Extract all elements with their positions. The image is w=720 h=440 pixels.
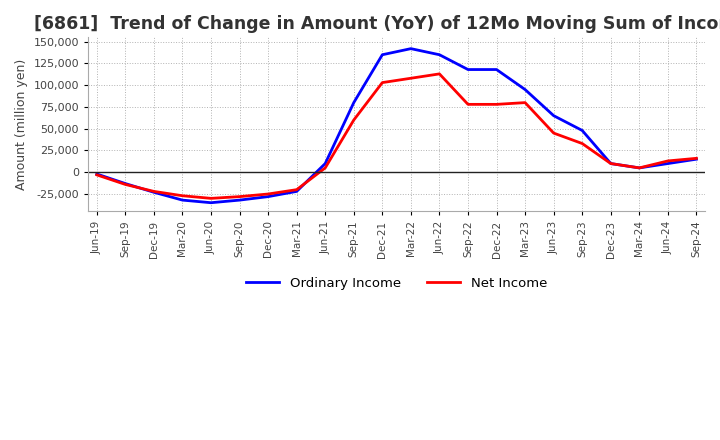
Net Income bbox=[292, 187, 301, 192]
Net Income bbox=[606, 161, 615, 166]
Ordinary Income bbox=[178, 198, 186, 203]
Ordinary Income bbox=[664, 161, 672, 166]
Net Income bbox=[321, 165, 330, 171]
Net Income bbox=[407, 76, 415, 81]
Ordinary Income bbox=[606, 161, 615, 166]
Title: [6861]  Trend of Change in Amount (YoY) of 12Mo Moving Sum of Incomes: [6861] Trend of Change in Amount (YoY) o… bbox=[35, 15, 720, 33]
Net Income bbox=[349, 117, 358, 123]
Net Income bbox=[150, 189, 158, 194]
Ordinary Income bbox=[435, 52, 444, 57]
Line: Ordinary Income: Ordinary Income bbox=[96, 49, 696, 203]
Net Income bbox=[264, 191, 272, 197]
Ordinary Income bbox=[578, 128, 587, 133]
Ordinary Income bbox=[378, 52, 387, 57]
Net Income bbox=[121, 182, 130, 187]
Ordinary Income bbox=[292, 189, 301, 194]
Net Income bbox=[492, 102, 501, 107]
Legend: Ordinary Income, Net Income: Ordinary Income, Net Income bbox=[241, 271, 552, 295]
Ordinary Income bbox=[407, 46, 415, 51]
Net Income bbox=[464, 102, 472, 107]
Ordinary Income bbox=[635, 165, 644, 171]
Net Income bbox=[435, 71, 444, 77]
Net Income bbox=[207, 196, 215, 201]
Ordinary Income bbox=[235, 198, 244, 203]
Ordinary Income bbox=[264, 194, 272, 199]
Ordinary Income bbox=[692, 157, 701, 162]
Ordinary Income bbox=[349, 100, 358, 105]
Net Income bbox=[664, 158, 672, 164]
Ordinary Income bbox=[92, 171, 101, 176]
Ordinary Income bbox=[321, 161, 330, 166]
Net Income bbox=[521, 100, 529, 105]
Net Income bbox=[378, 80, 387, 85]
Ordinary Income bbox=[492, 67, 501, 72]
Net Income bbox=[578, 141, 587, 146]
Ordinary Income bbox=[521, 87, 529, 92]
Ordinary Income bbox=[549, 113, 558, 118]
Net Income bbox=[92, 172, 101, 177]
Ordinary Income bbox=[150, 190, 158, 195]
Net Income bbox=[235, 194, 244, 199]
Ordinary Income bbox=[121, 181, 130, 186]
Y-axis label: Amount (million yen): Amount (million yen) bbox=[15, 59, 28, 190]
Net Income bbox=[635, 165, 644, 171]
Ordinary Income bbox=[464, 67, 472, 72]
Line: Net Income: Net Income bbox=[96, 74, 696, 198]
Ordinary Income bbox=[207, 200, 215, 205]
Net Income bbox=[692, 156, 701, 161]
Net Income bbox=[178, 193, 186, 198]
Net Income bbox=[549, 130, 558, 136]
